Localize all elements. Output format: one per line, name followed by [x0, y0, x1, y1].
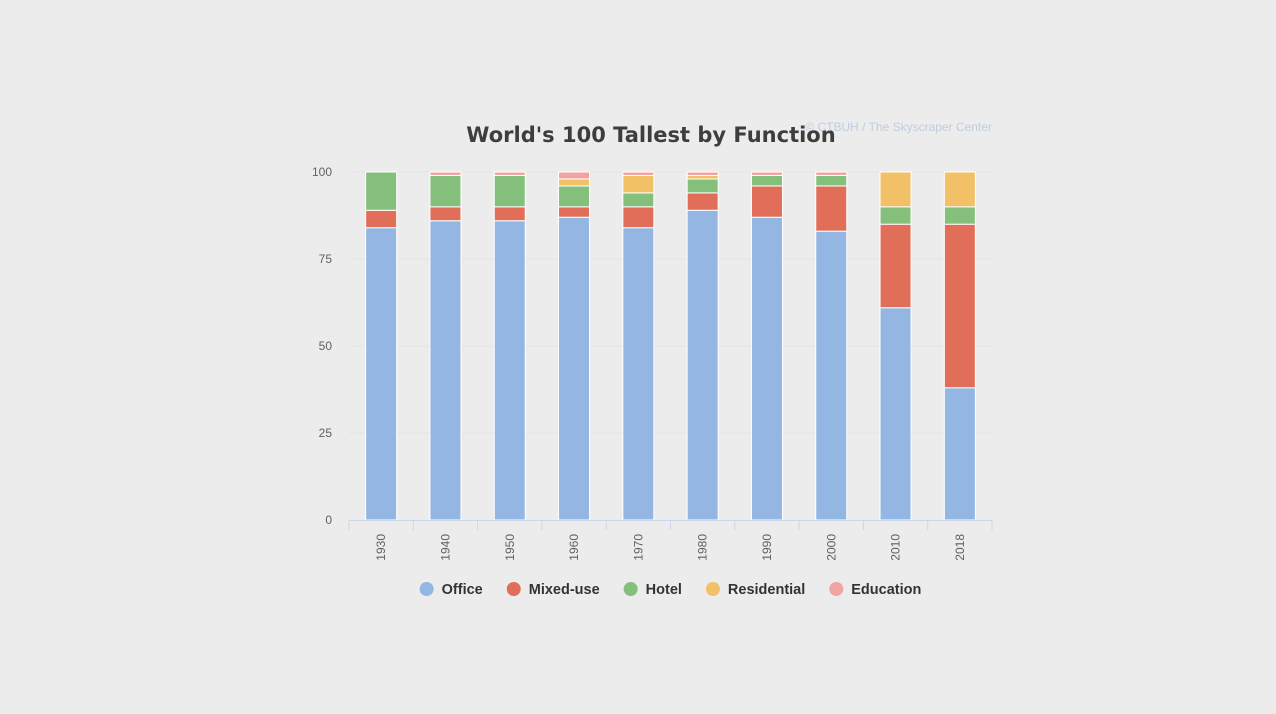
bar-segment-mixed-use-1990[interactable] [750, 185, 783, 218]
bar-segment-office-1960[interactable] [558, 216, 591, 521]
bar-segment-hotel-1970[interactable] [622, 192, 655, 208]
bar-segment-hotel-1960[interactable] [558, 185, 591, 208]
bar-segment-education-1990[interactable] [750, 171, 783, 176]
bar-segment-mixed-use-1950[interactable] [493, 206, 526, 222]
legend-marker [419, 582, 434, 596]
chart-title: World's 100 Tallest by Function [466, 123, 835, 147]
bar-segment-hotel-1950[interactable] [493, 174, 526, 208]
bar-segment-office-2000[interactable] [815, 230, 848, 521]
bar-segment-education-1940[interactable] [429, 171, 462, 176]
bar-segment-hotel-1940[interactable] [429, 174, 462, 208]
chart-credit[interactable]: © CTBUH / The Skyscraper Center [805, 120, 992, 134]
legend-label: Education [851, 582, 921, 598]
x-tick-label: 2018 [953, 534, 967, 561]
bar-segment-residential-1980[interactable] [686, 174, 719, 180]
legend-marker [829, 582, 844, 596]
bar-segment-mixed-use-1960[interactable] [558, 206, 591, 218]
legend-marker [506, 582, 521, 596]
bar-segment-education-1960[interactable] [558, 171, 591, 180]
y-tick-label: 100 [312, 165, 332, 179]
legend: Office Mixed-use Hotel Residential Education [419, 582, 921, 598]
bar-segment-education-1970[interactable] [622, 171, 655, 176]
bar-segment-education-1950[interactable] [493, 171, 526, 176]
legend-marker [705, 582, 720, 596]
bar-segment-hotel-2000[interactable] [815, 174, 848, 187]
bar-segment-mixed-use-2010[interactable] [879, 223, 912, 309]
bar-segment-education-2000[interactable] [815, 171, 848, 176]
legend-item-residential[interactable]: Residential [705, 582, 805, 598]
bar-segment-hotel-2018[interactable] [943, 206, 976, 225]
bars-group [365, 171, 976, 521]
bar-segment-office-1970[interactable] [622, 227, 655, 521]
bar-segment-education-1980[interactable] [686, 171, 719, 176]
legend-label: Hotel [646, 582, 682, 598]
y-tick-label: 75 [319, 252, 333, 266]
legend-label: Mixed-use [529, 582, 600, 598]
legend-marker [623, 582, 638, 596]
legend-item-education[interactable]: Education [829, 582, 921, 598]
x-tick-label: 1960 [567, 534, 581, 561]
y-tick-label: 0 [325, 513, 332, 527]
legend-item-office[interactable]: Office [419, 582, 483, 598]
bar-segment-mixed-use-1980[interactable] [686, 192, 719, 211]
legend-item-mixed-use[interactable]: Mixed-use [506, 582, 600, 598]
y-tick-label: 50 [319, 339, 333, 353]
bar-segment-residential-2010[interactable] [879, 171, 912, 208]
legend-label: Residential [728, 582, 805, 598]
bar-segment-mixed-use-1970[interactable] [622, 206, 655, 229]
bar-segment-office-2010[interactable] [879, 307, 912, 521]
bar-segment-mixed-use-1940[interactable] [429, 206, 462, 222]
bar-segment-residential-2018[interactable] [943, 171, 976, 208]
bar-segment-office-1930[interactable] [365, 227, 398, 521]
bar-segment-hotel-1980[interactable] [686, 178, 719, 194]
x-tick-label: 1950 [503, 534, 517, 561]
x-axis: 1930 1940 1950 1960 1970 1980 1990 2000 2010 2018 [348, 520, 993, 561]
x-tick-label: 2010 [889, 534, 903, 561]
bar-segment-mixed-use-2000[interactable] [815, 185, 848, 232]
bar-segment-office-1950[interactable] [493, 220, 526, 521]
bar-segment-residential-1970[interactable] [622, 174, 655, 194]
bar-segment-hotel-1930[interactable] [365, 171, 398, 211]
bar-segment-residential-1960[interactable] [558, 178, 591, 187]
legend-item-hotel[interactable]: Hotel [623, 582, 682, 598]
legend-label: Office [442, 582, 483, 598]
bar-segment-hotel-1990[interactable] [750, 174, 783, 187]
bar-segment-office-1940[interactable] [429, 220, 462, 521]
bar-segment-office-2018[interactable] [943, 387, 976, 521]
bar-segment-mixed-use-2018[interactable] [943, 223, 976, 389]
x-tick-label: 1990 [760, 534, 774, 561]
bar-segment-hotel-2010[interactable] [879, 206, 912, 225]
x-tick-label: 1940 [438, 534, 452, 561]
x-tick-label: 1980 [696, 534, 710, 561]
x-tick-label: 1930 [374, 534, 388, 561]
bar-segment-mixed-use-1930[interactable] [365, 209, 398, 229]
y-axis-ticks: 0 25 50 75 100 [312, 165, 332, 527]
bar-segment-office-1980[interactable] [686, 209, 719, 521]
y-tick-label: 25 [319, 426, 333, 440]
x-tick-label: 2000 [824, 534, 838, 561]
bar-segment-office-1990[interactable] [750, 216, 783, 521]
x-tick-label: 1970 [631, 534, 645, 561]
